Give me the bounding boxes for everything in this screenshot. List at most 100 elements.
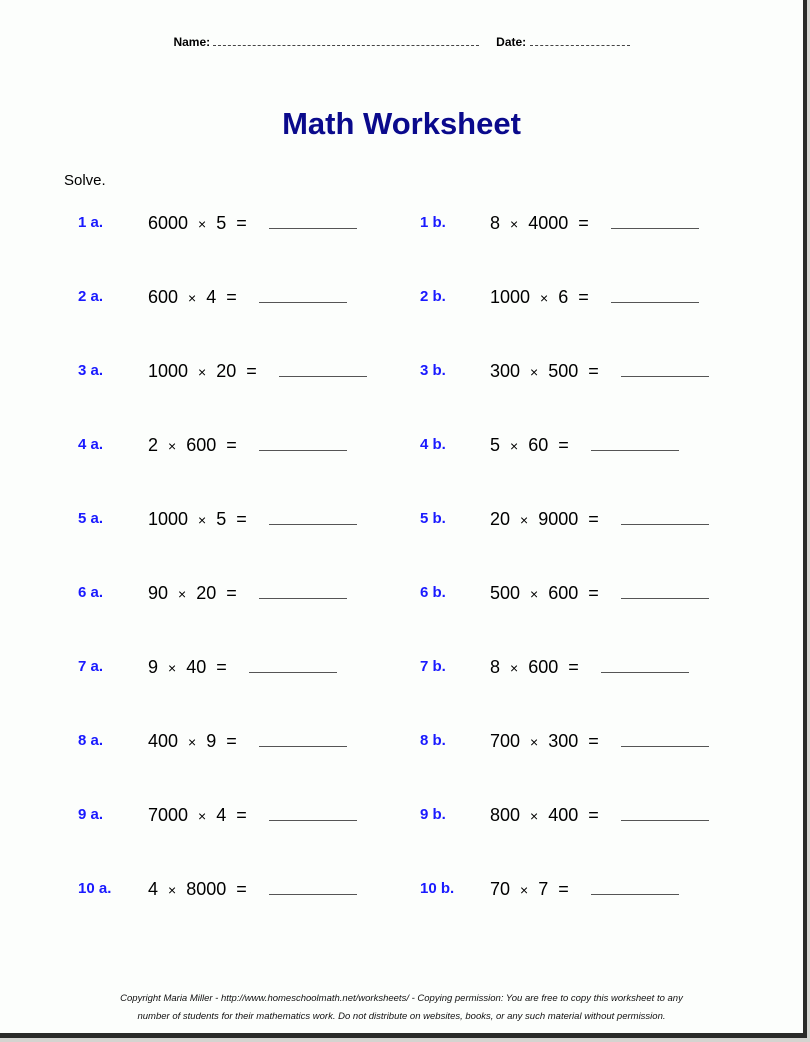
name-date-header: Name: Date: bbox=[0, 35, 803, 49]
problem-label: 7 b. bbox=[420, 658, 446, 675]
operand-b: 400 bbox=[548, 805, 579, 825]
problem-expression: 500 × 600 = bbox=[490, 583, 709, 604]
problem-label: 3 a. bbox=[78, 362, 104, 379]
operand-b: 4 bbox=[206, 287, 217, 307]
times-sign: × bbox=[530, 808, 539, 824]
answer-blank[interactable] bbox=[258, 732, 347, 747]
times-sign: × bbox=[520, 882, 529, 898]
operand-a: 1000 bbox=[490, 287, 531, 307]
times-sign: × bbox=[168, 438, 177, 454]
operand-b: 8000 bbox=[186, 879, 227, 899]
equals-sign: = bbox=[226, 435, 237, 455]
equals-sign: = bbox=[226, 287, 237, 307]
equals-sign: = bbox=[236, 509, 247, 529]
times-sign: × bbox=[540, 290, 549, 306]
equals-sign: = bbox=[558, 435, 569, 455]
problem-expression: 400 × 9 = bbox=[148, 731, 347, 752]
answer-blank[interactable] bbox=[590, 436, 679, 451]
footer-line-2: number of students for their mathematics… bbox=[137, 1011, 666, 1022]
problem-expression: 800 × 400 = bbox=[490, 805, 709, 826]
problem-label: 9 b. bbox=[420, 806, 446, 823]
answer-blank[interactable] bbox=[600, 658, 689, 673]
operand-b: 9000 bbox=[538, 509, 579, 529]
equals-sign: = bbox=[578, 287, 589, 307]
problem-expression: 5 × 60 = bbox=[490, 435, 679, 456]
answer-blank[interactable] bbox=[610, 214, 699, 229]
operand-a: 7000 bbox=[148, 805, 189, 825]
operand-a: 1000 bbox=[148, 509, 189, 529]
operand-b: 20 bbox=[196, 583, 217, 603]
equals-sign: = bbox=[588, 583, 599, 603]
operand-b: 60 bbox=[528, 435, 549, 455]
problem-label: 7 a. bbox=[78, 658, 104, 675]
problem-label: 1 b. bbox=[420, 214, 446, 231]
times-sign: × bbox=[198, 364, 207, 380]
name-label: Name: bbox=[173, 35, 211, 49]
equals-sign: = bbox=[558, 879, 569, 899]
answer-blank[interactable] bbox=[620, 362, 709, 377]
problem-expression: 90 × 20 = bbox=[148, 583, 347, 604]
answer-blank[interactable] bbox=[268, 806, 357, 821]
equals-sign: = bbox=[588, 805, 599, 825]
problem-label: 10 a. bbox=[78, 880, 112, 897]
operand-a: 8 bbox=[490, 657, 501, 677]
problem-label: 2 b. bbox=[420, 288, 446, 305]
answer-blank[interactable] bbox=[620, 584, 709, 599]
times-sign: × bbox=[510, 438, 519, 454]
problem-label: 10 b. bbox=[420, 880, 455, 897]
problem-label: 5 b. bbox=[420, 510, 446, 527]
name-blank bbox=[213, 35, 480, 46]
answer-blank[interactable] bbox=[610, 288, 699, 303]
problem-label: 3 b. bbox=[420, 362, 446, 379]
answer-blank[interactable] bbox=[248, 658, 337, 673]
times-sign: × bbox=[188, 734, 197, 750]
problem-expression: 700 × 300 = bbox=[490, 731, 709, 752]
answer-blank[interactable] bbox=[268, 510, 357, 525]
problem-label: 4 a. bbox=[78, 436, 104, 453]
times-sign: × bbox=[510, 660, 519, 676]
problem-label: 9 a. bbox=[78, 806, 104, 823]
operand-a: 500 bbox=[490, 583, 521, 603]
operand-b: 5 bbox=[216, 509, 227, 529]
problem-expression: 6000 × 5 = bbox=[148, 213, 357, 234]
operand-b: 40 bbox=[186, 657, 207, 677]
operand-a: 70 bbox=[490, 879, 511, 899]
operand-a: 20 bbox=[490, 509, 511, 529]
answer-blank[interactable] bbox=[258, 436, 347, 451]
answer-blank[interactable] bbox=[268, 880, 357, 895]
problem-label: 6 a. bbox=[78, 584, 104, 601]
equals-sign: = bbox=[588, 509, 599, 529]
answer-blank[interactable] bbox=[620, 806, 709, 821]
times-sign: × bbox=[198, 216, 207, 232]
answer-blank[interactable] bbox=[268, 214, 357, 229]
answer-blank[interactable] bbox=[278, 362, 367, 377]
answer-blank[interactable] bbox=[258, 584, 347, 599]
operand-b: 600 bbox=[186, 435, 217, 455]
problem-expression: 600 × 4 = bbox=[148, 287, 347, 308]
operand-b: 9 bbox=[206, 731, 217, 751]
answer-blank[interactable] bbox=[258, 288, 347, 303]
operand-a: 300 bbox=[490, 361, 521, 381]
operand-b: 300 bbox=[548, 731, 579, 751]
problem-expression: 9 × 40 = bbox=[148, 657, 337, 678]
operand-a: 600 bbox=[148, 287, 179, 307]
answer-blank[interactable] bbox=[620, 510, 709, 525]
page-title: Math Worksheet bbox=[282, 106, 521, 141]
operand-a: 5 bbox=[490, 435, 501, 455]
equals-sign: = bbox=[216, 657, 227, 677]
operand-b: 600 bbox=[528, 657, 559, 677]
times-sign: × bbox=[188, 290, 197, 306]
answer-blank[interactable] bbox=[620, 732, 709, 747]
operand-b: 20 bbox=[216, 361, 237, 381]
answer-blank[interactable] bbox=[590, 880, 679, 895]
equals-sign: = bbox=[568, 657, 579, 677]
operand-a: 1000 bbox=[148, 361, 189, 381]
operand-a: 400 bbox=[148, 731, 179, 751]
instruction: Solve. bbox=[64, 172, 106, 189]
problem-label: 1 a. bbox=[78, 214, 104, 231]
operand-a: 800 bbox=[490, 805, 521, 825]
operand-a: 2 bbox=[148, 435, 159, 455]
problem-expression: 300 × 500 = bbox=[490, 361, 709, 382]
problem-expression: 20 × 9000 = bbox=[490, 509, 709, 530]
